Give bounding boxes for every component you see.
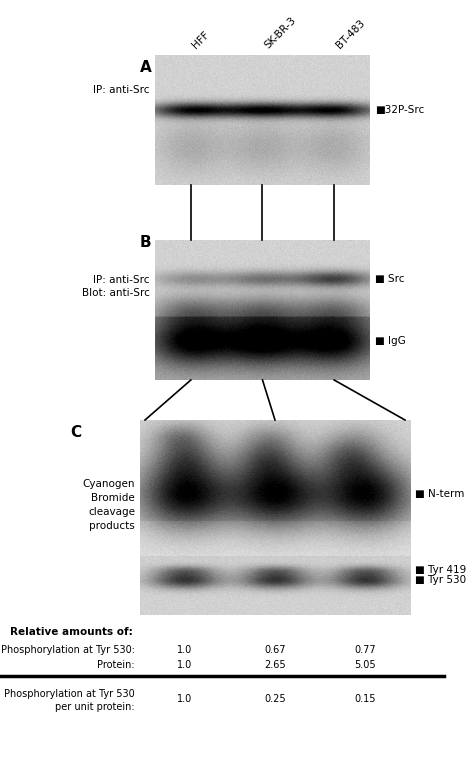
Text: IP: anti-Src: IP: anti-Src [93,275,150,285]
Text: Protein:: Protein: [97,660,135,670]
Text: IP: anti-Src: IP: anti-Src [93,85,150,95]
Text: C: C [70,425,81,440]
Text: ■ IgG: ■ IgG [375,336,406,346]
Text: B: B [140,235,152,250]
Text: Blot: anti-Src: Blot: anti-Src [82,288,150,298]
Text: ■ N-term: ■ N-term [415,489,465,499]
Text: HFF: HFF [191,29,212,50]
Text: ■ Tyr 530: ■ Tyr 530 [415,575,466,585]
Text: 0.77: 0.77 [354,645,376,655]
Text: ■ Tyr 419: ■ Tyr 419 [415,565,466,575]
Text: 0.15: 0.15 [354,694,376,704]
Text: Phosphorylation at Tyr 530:: Phosphorylation at Tyr 530: [1,645,135,655]
Text: 1.0: 1.0 [177,694,192,704]
Text: 0.67: 0.67 [264,645,286,655]
Text: ■32P-Src: ■32P-Src [375,105,424,115]
Text: Cyanogen
Bromide
cleavage
products: Cyanogen Bromide cleavage products [82,479,135,531]
Text: 5.05: 5.05 [354,660,376,670]
Text: ■ Src: ■ Src [375,274,404,284]
Text: 0.25: 0.25 [264,694,286,704]
Text: Relative amounts of:: Relative amounts of: [10,627,133,637]
Text: SK-BR-3: SK-BR-3 [263,15,298,50]
Text: Phosphorylation at Tyr 530
per unit protein:: Phosphorylation at Tyr 530 per unit prot… [4,689,135,712]
Text: 1.0: 1.0 [177,660,192,670]
Text: 1.0: 1.0 [177,645,192,655]
Text: BT-483: BT-483 [334,18,367,50]
Text: 2.65: 2.65 [264,660,286,670]
Text: A: A [140,60,152,75]
